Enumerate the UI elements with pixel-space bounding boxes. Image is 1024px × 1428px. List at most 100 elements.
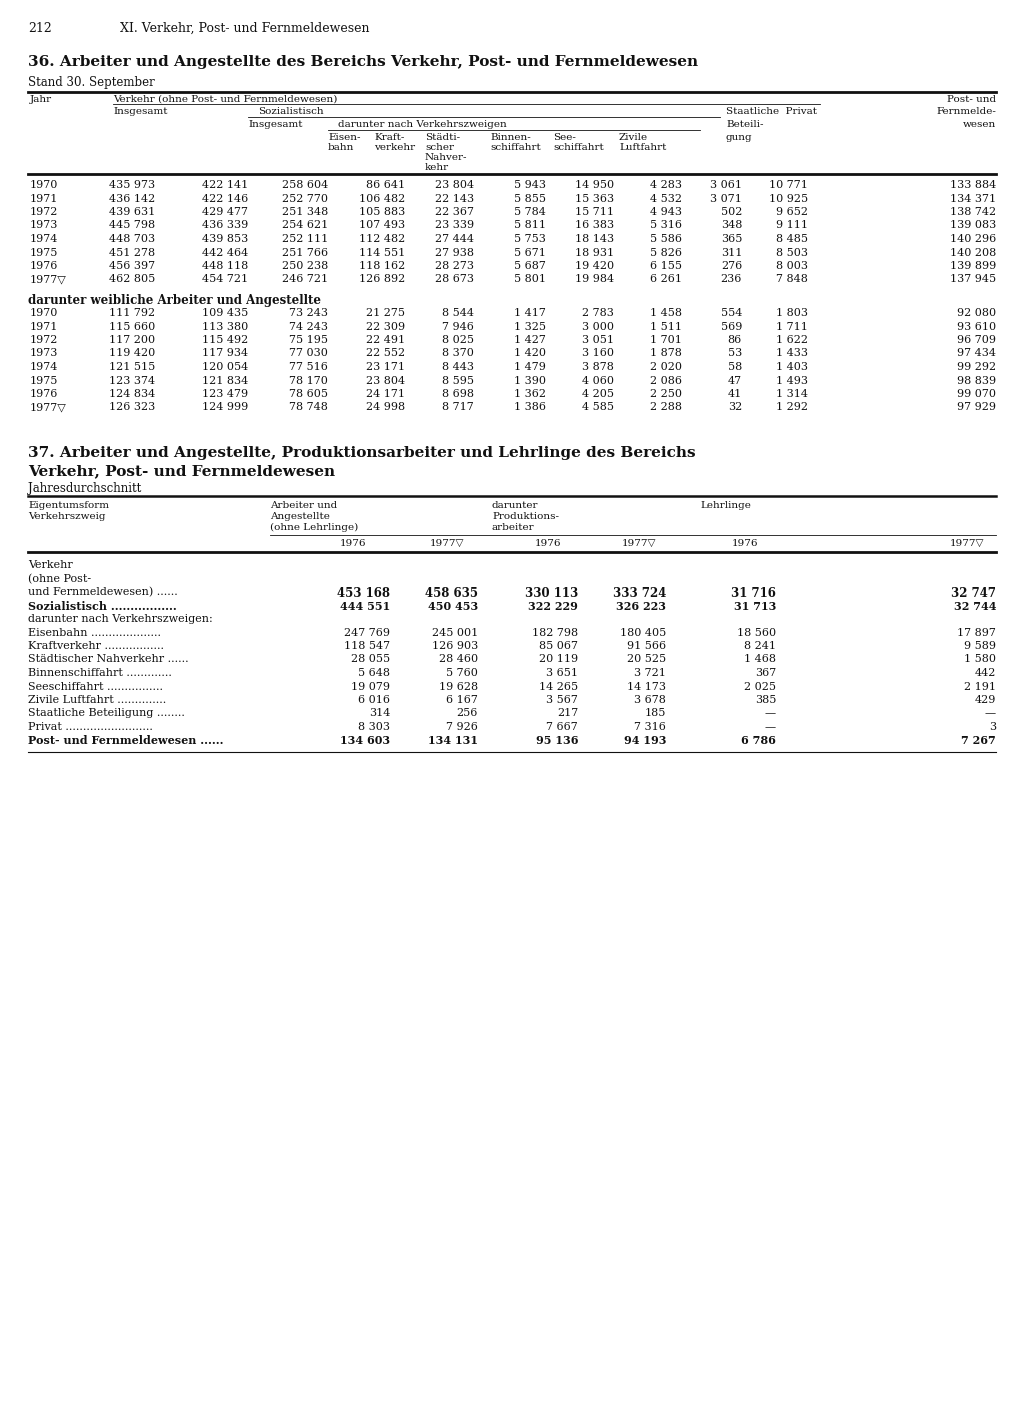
Text: 32 744: 32 744 (953, 601, 996, 611)
Text: 22 491: 22 491 (366, 336, 406, 346)
Text: 18 931: 18 931 (574, 247, 614, 257)
Text: Lehrlinge: Lehrlinge (700, 501, 751, 510)
Text: 31 716: 31 716 (731, 587, 776, 600)
Text: 1976: 1976 (732, 538, 759, 548)
Text: 107 493: 107 493 (358, 220, 406, 230)
Text: 19 079: 19 079 (351, 681, 390, 691)
Text: 117 934: 117 934 (202, 348, 248, 358)
Text: 1 325: 1 325 (514, 321, 546, 331)
Text: 1973: 1973 (30, 348, 58, 358)
Text: 9 652: 9 652 (776, 207, 808, 217)
Text: 47: 47 (728, 376, 742, 386)
Text: 448 118: 448 118 (202, 261, 248, 271)
Text: Beteili-: Beteili- (726, 120, 764, 129)
Text: 5 648: 5 648 (358, 668, 390, 678)
Text: 119 420: 119 420 (109, 348, 155, 358)
Text: Eisenbahn ....................: Eisenbahn .................... (28, 627, 161, 637)
Text: 114 551: 114 551 (358, 247, 406, 257)
Text: Verkehr, Post- und Fernmeldewesen: Verkehr, Post- und Fernmeldewesen (28, 464, 335, 478)
Text: Staatliche Beteiligung ........: Staatliche Beteiligung ........ (28, 708, 185, 718)
Text: 134 131: 134 131 (428, 735, 478, 747)
Text: 1 420: 1 420 (514, 348, 546, 358)
Text: 8 003: 8 003 (776, 261, 808, 271)
Text: Arbeiter und: Arbeiter und (270, 501, 337, 510)
Text: 554: 554 (721, 308, 742, 318)
Text: 1973: 1973 (30, 220, 58, 230)
Text: Verkehr (ohne Post- und Fernmeldewesen): Verkehr (ohne Post- und Fernmeldewesen) (113, 96, 337, 104)
Text: 348: 348 (721, 220, 742, 230)
Text: 1977▽: 1977▽ (30, 274, 67, 284)
Text: Eigentumsform: Eigentumsform (28, 501, 109, 510)
Text: 32: 32 (728, 403, 742, 413)
Text: 118 547: 118 547 (344, 641, 390, 651)
Text: 246 721: 246 721 (282, 274, 328, 284)
Text: 32 747: 32 747 (951, 587, 996, 600)
Text: 256: 256 (457, 708, 478, 718)
Text: darunter: darunter (492, 501, 539, 510)
Text: 8 303: 8 303 (358, 723, 390, 733)
Text: 19 420: 19 420 (574, 261, 614, 271)
Text: Sozialistisch .................: Sozialistisch ................. (28, 601, 177, 611)
Text: 458 635: 458 635 (425, 587, 478, 600)
Text: See-: See- (553, 133, 575, 141)
Text: Verkehr: Verkehr (28, 560, 73, 570)
Text: 27 444: 27 444 (435, 234, 474, 244)
Text: 73 243: 73 243 (289, 308, 328, 318)
Text: 27 938: 27 938 (435, 247, 474, 257)
Text: 1974: 1974 (30, 234, 58, 244)
Text: 365: 365 (721, 234, 742, 244)
Text: schiffahrt: schiffahrt (490, 143, 541, 151)
Text: 7 267: 7 267 (962, 735, 996, 747)
Text: 5 826: 5 826 (650, 247, 682, 257)
Text: 236: 236 (721, 274, 742, 284)
Text: 1 458: 1 458 (650, 308, 682, 318)
Text: 1 622: 1 622 (776, 336, 808, 346)
Text: 5 586: 5 586 (650, 234, 682, 244)
Text: 1975: 1975 (30, 376, 58, 386)
Text: 19 984: 19 984 (574, 274, 614, 284)
Text: 124 834: 124 834 (109, 388, 155, 398)
Text: Staatliche  Privat: Staatliche Privat (726, 107, 817, 116)
Text: 212: 212 (28, 21, 52, 36)
Text: 28 673: 28 673 (435, 274, 474, 284)
Text: 77 516: 77 516 (289, 363, 328, 373)
Text: 4 205: 4 205 (582, 388, 614, 398)
Text: 1 493: 1 493 (776, 376, 808, 386)
Text: 8 544: 8 544 (442, 308, 474, 318)
Text: 6 261: 6 261 (650, 274, 682, 284)
Text: 22 552: 22 552 (366, 348, 406, 358)
Text: 121 515: 121 515 (109, 363, 155, 373)
Text: 117 200: 117 200 (109, 336, 155, 346)
Text: 326 223: 326 223 (616, 601, 666, 611)
Text: 1977▽: 1977▽ (30, 403, 67, 413)
Text: 569: 569 (721, 321, 742, 331)
Text: Kraft-: Kraft- (374, 133, 404, 141)
Text: 3 000: 3 000 (582, 321, 614, 331)
Text: 1 386: 1 386 (514, 403, 546, 413)
Text: 314: 314 (369, 708, 390, 718)
Text: 245 001: 245 001 (432, 627, 478, 637)
Text: Jahr: Jahr (30, 96, 52, 104)
Text: 422 141: 422 141 (202, 180, 248, 190)
Text: Zivile Luftfahrt ..............: Zivile Luftfahrt .............. (28, 695, 166, 705)
Text: Insgesamt: Insgesamt (248, 120, 302, 129)
Text: 322 229: 322 229 (528, 601, 578, 611)
Text: 98 839: 98 839 (956, 376, 996, 386)
Text: gung: gung (726, 133, 753, 141)
Text: 28 460: 28 460 (439, 654, 478, 664)
Text: 112 482: 112 482 (358, 234, 406, 244)
Text: 435 973: 435 973 (109, 180, 155, 190)
Text: 439 853: 439 853 (202, 234, 248, 244)
Text: 115 660: 115 660 (109, 321, 155, 331)
Text: 17 897: 17 897 (957, 627, 996, 637)
Text: 140 296: 140 296 (949, 234, 996, 244)
Text: 9 111: 9 111 (776, 220, 808, 230)
Text: 185: 185 (645, 708, 666, 718)
Text: 118 162: 118 162 (358, 261, 406, 271)
Text: 8 717: 8 717 (442, 403, 474, 413)
Text: 1 479: 1 479 (514, 363, 546, 373)
Text: 14 265: 14 265 (539, 681, 578, 691)
Text: 276: 276 (721, 261, 742, 271)
Text: 134 603: 134 603 (340, 735, 390, 747)
Text: 16 383: 16 383 (574, 220, 614, 230)
